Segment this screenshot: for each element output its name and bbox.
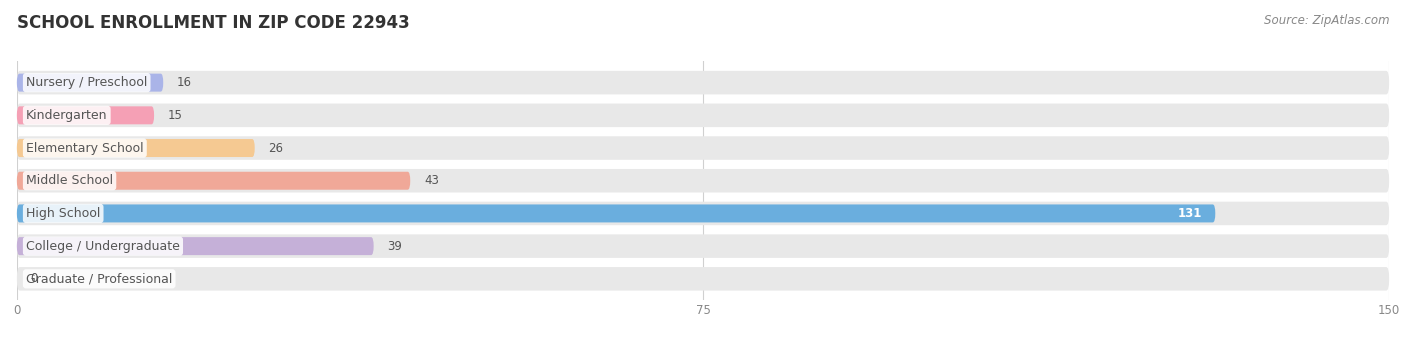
Text: 16: 16 xyxy=(177,76,193,89)
Text: 26: 26 xyxy=(269,142,284,154)
Text: 39: 39 xyxy=(388,240,402,253)
Text: Source: ZipAtlas.com: Source: ZipAtlas.com xyxy=(1264,14,1389,27)
FancyBboxPatch shape xyxy=(17,139,254,157)
FancyBboxPatch shape xyxy=(17,205,1215,222)
FancyBboxPatch shape xyxy=(17,202,1389,225)
Text: High School: High School xyxy=(27,207,100,220)
FancyBboxPatch shape xyxy=(17,237,374,255)
FancyBboxPatch shape xyxy=(17,106,155,124)
Text: SCHOOL ENROLLMENT IN ZIP CODE 22943: SCHOOL ENROLLMENT IN ZIP CODE 22943 xyxy=(17,14,409,32)
Text: College / Undergraduate: College / Undergraduate xyxy=(27,240,180,253)
FancyBboxPatch shape xyxy=(17,71,1389,94)
Text: 131: 131 xyxy=(1177,207,1202,220)
FancyBboxPatch shape xyxy=(17,169,1389,193)
Text: 43: 43 xyxy=(425,174,439,187)
Text: Elementary School: Elementary School xyxy=(27,142,143,154)
FancyBboxPatch shape xyxy=(17,74,163,92)
FancyBboxPatch shape xyxy=(17,267,1389,291)
Text: Graduate / Professional: Graduate / Professional xyxy=(27,272,173,285)
Text: 0: 0 xyxy=(31,272,38,285)
Text: Nursery / Preschool: Nursery / Preschool xyxy=(27,76,148,89)
Text: Kindergarten: Kindergarten xyxy=(27,109,107,122)
FancyBboxPatch shape xyxy=(17,234,1389,258)
Text: Middle School: Middle School xyxy=(27,174,112,187)
FancyBboxPatch shape xyxy=(17,104,1389,127)
FancyBboxPatch shape xyxy=(17,172,411,190)
Text: 15: 15 xyxy=(167,109,183,122)
FancyBboxPatch shape xyxy=(17,136,1389,160)
